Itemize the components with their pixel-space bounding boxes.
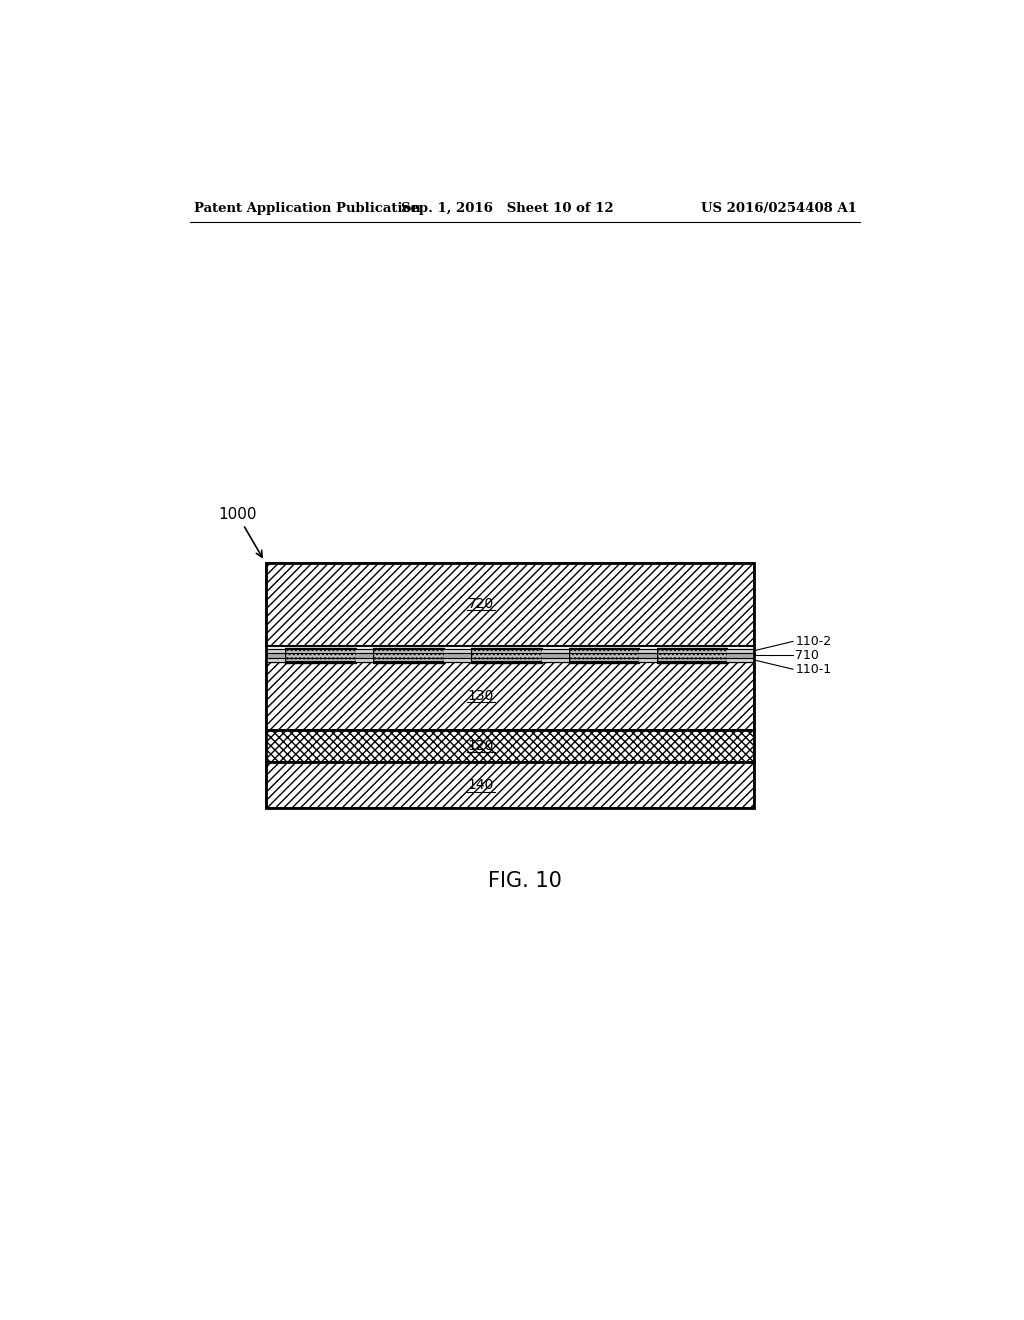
Bar bbox=[266, 730, 755, 762]
Bar bbox=[356, 659, 374, 661]
Bar bbox=[266, 659, 755, 661]
Bar bbox=[568, 648, 639, 663]
Bar bbox=[568, 648, 639, 663]
Text: 130: 130 bbox=[468, 689, 494, 704]
Bar bbox=[266, 649, 755, 652]
Text: 1000: 1000 bbox=[218, 507, 262, 557]
Text: Sep. 1, 2016   Sheet 10 of 12: Sep. 1, 2016 Sheet 10 of 12 bbox=[401, 202, 614, 215]
Bar bbox=[727, 649, 755, 652]
Bar bbox=[266, 649, 286, 652]
Bar bbox=[374, 648, 444, 663]
Bar bbox=[542, 652, 568, 659]
Bar bbox=[444, 649, 471, 652]
Text: 140: 140 bbox=[468, 779, 494, 792]
Text: FIG. 10: FIG. 10 bbox=[487, 871, 562, 891]
Bar bbox=[266, 652, 286, 659]
Bar bbox=[471, 648, 542, 663]
Text: 110-1: 110-1 bbox=[796, 663, 831, 676]
Text: 110-2: 110-2 bbox=[796, 635, 831, 648]
Bar bbox=[656, 648, 727, 663]
Text: 720: 720 bbox=[468, 597, 494, 611]
Text: 710: 710 bbox=[796, 649, 819, 661]
Bar bbox=[471, 648, 542, 663]
Bar bbox=[639, 652, 656, 659]
Bar bbox=[356, 649, 374, 652]
Text: 120: 120 bbox=[468, 739, 494, 754]
Bar bbox=[286, 648, 356, 663]
Bar bbox=[286, 648, 356, 663]
Bar bbox=[639, 659, 656, 661]
Bar bbox=[727, 659, 755, 661]
Text: US 2016/0254408 A1: US 2016/0254408 A1 bbox=[700, 202, 856, 215]
Bar bbox=[656, 648, 727, 663]
Bar bbox=[639, 649, 656, 652]
Bar bbox=[444, 659, 471, 661]
Bar bbox=[266, 762, 755, 808]
Bar bbox=[266, 562, 755, 808]
Bar bbox=[374, 648, 444, 663]
Text: Patent Application Publication: Patent Application Publication bbox=[194, 202, 421, 215]
Bar bbox=[266, 652, 755, 659]
Bar bbox=[356, 652, 374, 659]
Bar bbox=[542, 649, 568, 652]
Bar bbox=[266, 562, 755, 645]
Bar bbox=[542, 659, 568, 661]
Bar bbox=[727, 652, 755, 659]
Bar bbox=[444, 652, 471, 659]
Bar bbox=[266, 661, 755, 730]
Bar bbox=[266, 659, 286, 661]
